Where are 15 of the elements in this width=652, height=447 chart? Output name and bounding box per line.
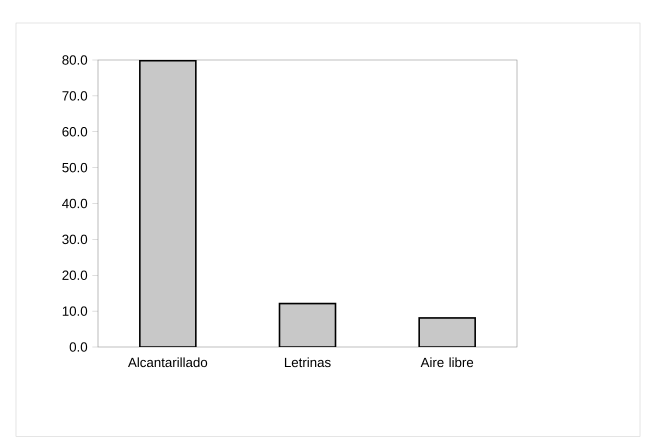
x-tick-label: Letrinas — [284, 357, 331, 368]
y-tick-label: 10.0 — [62, 306, 88, 316]
y-tick-label: 20.0 — [62, 270, 88, 280]
bar — [418, 317, 476, 347]
y-tick-label: 0.0 — [70, 342, 88, 352]
y-tick-label: 30.0 — [62, 234, 88, 244]
y-tick-label: 40.0 — [62, 198, 88, 208]
y-tick-label: 80.0 — [62, 55, 88, 65]
y-tick-label: 50.0 — [62, 162, 88, 172]
y-tick-label: 70.0 — [62, 91, 88, 101]
bar — [278, 302, 336, 347]
x-tick-label: Aire libre — [420, 357, 474, 368]
y-tick-label: 60.0 — [62, 127, 88, 136]
x-tick-label: Alcantarillado — [128, 357, 208, 368]
bar — [139, 60, 197, 347]
